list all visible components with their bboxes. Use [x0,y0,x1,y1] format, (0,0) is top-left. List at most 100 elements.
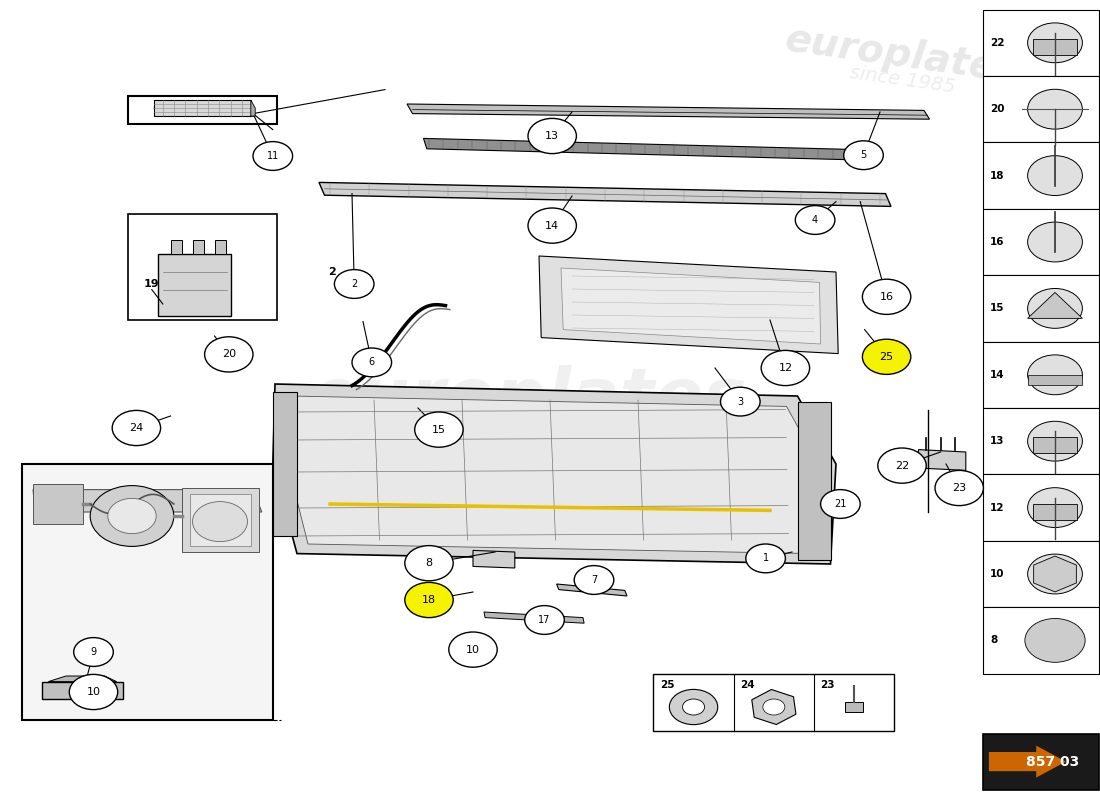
Circle shape [108,498,156,534]
Circle shape [525,606,564,634]
Text: europlates: europlates [783,21,1021,91]
Text: 25: 25 [880,352,893,362]
Text: a passion for parts since 1985: a passion for parts since 1985 [372,468,728,492]
Bar [845,702,862,712]
Text: 15: 15 [990,303,1004,314]
Circle shape [1027,156,1082,195]
Circle shape [1027,488,1082,527]
Circle shape [405,546,453,581]
Bar [983,607,1099,674]
Bar [983,541,1099,607]
Polygon shape [1027,293,1082,318]
Circle shape [334,270,374,298]
Text: 25: 25 [660,680,674,690]
Polygon shape [539,256,838,354]
Text: 12: 12 [990,502,1004,513]
Circle shape [74,638,113,666]
Circle shape [1025,618,1085,662]
Circle shape [528,118,576,154]
Circle shape [528,208,576,243]
Bar [983,275,1099,342]
Circle shape [1027,90,1082,129]
Text: 22: 22 [895,461,909,470]
Text: 21: 21 [834,499,847,509]
Text: 10: 10 [990,569,1004,579]
Text: 857 03: 857 03 [1026,754,1079,769]
Polygon shape [154,100,251,116]
Text: 7: 7 [591,575,597,585]
Text: 15: 15 [432,425,446,434]
Text: 9: 9 [90,647,97,657]
Text: 13: 13 [990,436,1004,446]
Text: 14: 14 [546,221,559,230]
Polygon shape [182,488,258,552]
Text: europlates: europlates [309,366,747,434]
Polygon shape [158,254,231,316]
Text: 2: 2 [328,267,337,277]
Bar [983,10,1099,76]
Circle shape [1027,289,1082,328]
Polygon shape [473,550,515,568]
Polygon shape [798,402,830,560]
Circle shape [90,486,174,546]
Circle shape [761,350,810,386]
Circle shape [352,348,392,377]
Text: 5: 5 [860,150,867,160]
Bar [1033,39,1077,54]
Bar [983,474,1099,541]
Text: 4: 4 [812,215,818,225]
Text: 3: 3 [737,397,744,406]
Polygon shape [288,396,820,554]
Polygon shape [214,240,225,254]
Polygon shape [561,268,821,344]
Circle shape [862,279,911,314]
Bar [983,342,1099,408]
Polygon shape [319,182,891,206]
Circle shape [574,566,614,594]
Circle shape [844,141,883,170]
Text: 18: 18 [990,170,1004,181]
Polygon shape [33,490,262,512]
Bar [983,76,1099,142]
Text: 20: 20 [222,350,235,359]
Text: 23: 23 [953,483,966,493]
Text: 20: 20 [990,104,1004,114]
Bar [1033,504,1077,519]
Polygon shape [989,746,1066,778]
Polygon shape [190,494,251,546]
Text: 16: 16 [880,292,893,302]
Circle shape [192,502,248,542]
Text: 24: 24 [130,423,143,433]
Text: 22: 22 [990,38,1004,48]
Circle shape [253,142,293,170]
Circle shape [449,632,497,667]
Text: 1: 1 [762,554,769,563]
Circle shape [1027,355,1082,394]
Circle shape [415,412,463,447]
Circle shape [746,544,785,573]
Polygon shape [154,108,255,116]
Text: 16: 16 [990,237,1004,247]
Polygon shape [424,138,860,160]
Polygon shape [918,450,966,470]
Polygon shape [273,392,297,536]
Bar [1033,438,1077,453]
Bar [983,142,1099,209]
Text: 6: 6 [368,358,375,367]
Text: 10: 10 [87,687,100,697]
Circle shape [821,490,860,518]
Circle shape [720,387,760,416]
Polygon shape [22,464,273,720]
Polygon shape [42,682,123,699]
Text: since 1985: since 1985 [848,63,956,97]
Polygon shape [557,584,627,596]
Polygon shape [192,240,204,254]
Text: 8: 8 [990,635,998,646]
Circle shape [1027,222,1082,262]
Text: 23: 23 [821,680,835,690]
Polygon shape [33,484,82,524]
Text: 24: 24 [740,680,755,690]
Circle shape [878,448,926,483]
Circle shape [1027,554,1082,594]
Text: 2: 2 [351,279,358,289]
